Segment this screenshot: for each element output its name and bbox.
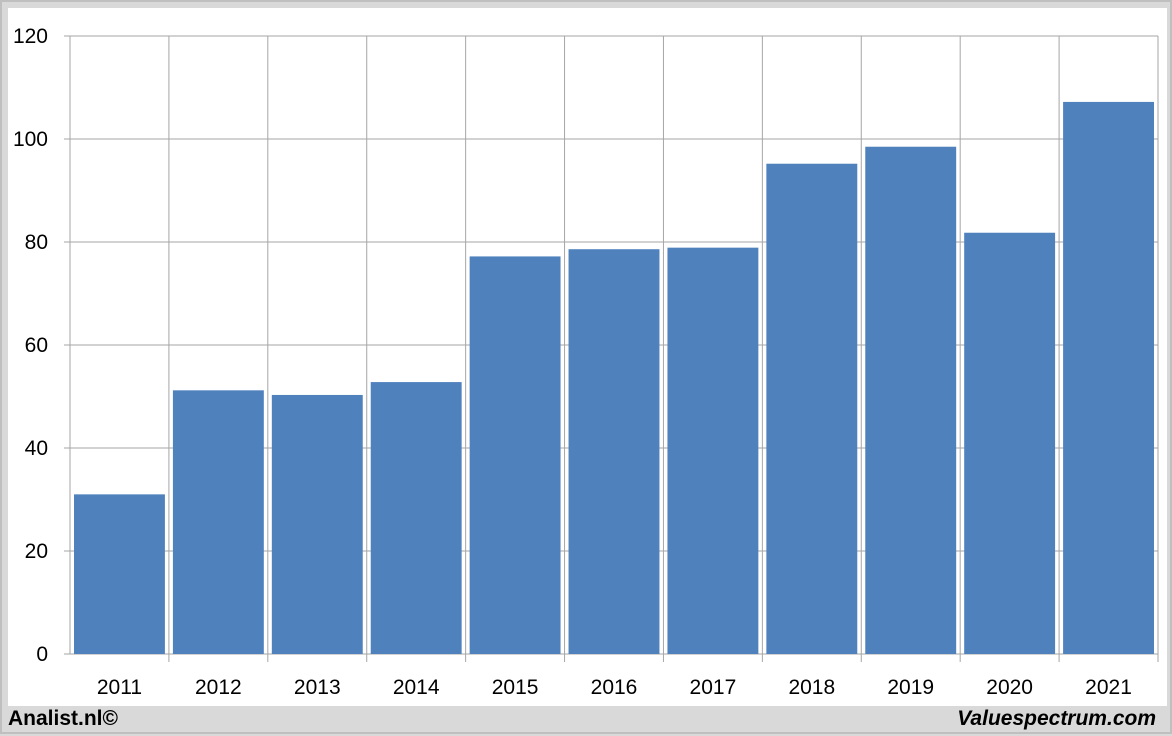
y-tick-label: 120 — [13, 25, 48, 48]
x-tick-label: 2019 — [887, 676, 934, 699]
x-tick-label: 2012 — [195, 676, 242, 699]
x-tick-label: 2014 — [393, 676, 440, 699]
x-tick-label: 2017 — [690, 676, 737, 699]
x-tick-label: 2021 — [1085, 676, 1132, 699]
bar-2014 — [370, 382, 462, 654]
bar-2015 — [469, 256, 561, 654]
y-tick-label: 100 — [13, 128, 48, 151]
x-tick-label: 2015 — [492, 676, 539, 699]
bar-2020 — [964, 232, 1056, 655]
x-tick-label: 2020 — [986, 676, 1033, 699]
y-tick-label: 20 — [25, 540, 48, 563]
bar-2012 — [172, 390, 264, 654]
bar-2013 — [271, 394, 363, 654]
y-tick-label: 80 — [25, 231, 48, 254]
bar-2018 — [766, 163, 858, 654]
analist-credit: Analist.nl© — [8, 707, 118, 730]
bar-2019 — [865, 146, 957, 654]
y-tick-label: 0 — [36, 643, 48, 666]
y-tick-label: 40 — [25, 437, 48, 460]
x-tick-label: 2018 — [788, 676, 835, 699]
bar-2016 — [568, 249, 660, 654]
x-tick-label: 2011 — [97, 676, 142, 699]
valuespectrum-credit: Valuespectrum.com — [957, 707, 1156, 730]
x-tick-label: 2013 — [294, 676, 341, 699]
x-tick-label: 2016 — [591, 676, 638, 699]
bar-2011 — [74, 494, 165, 654]
bar-2017 — [667, 247, 759, 655]
y-tick-label: 60 — [25, 334, 48, 357]
bar-2021 — [1063, 101, 1154, 655]
